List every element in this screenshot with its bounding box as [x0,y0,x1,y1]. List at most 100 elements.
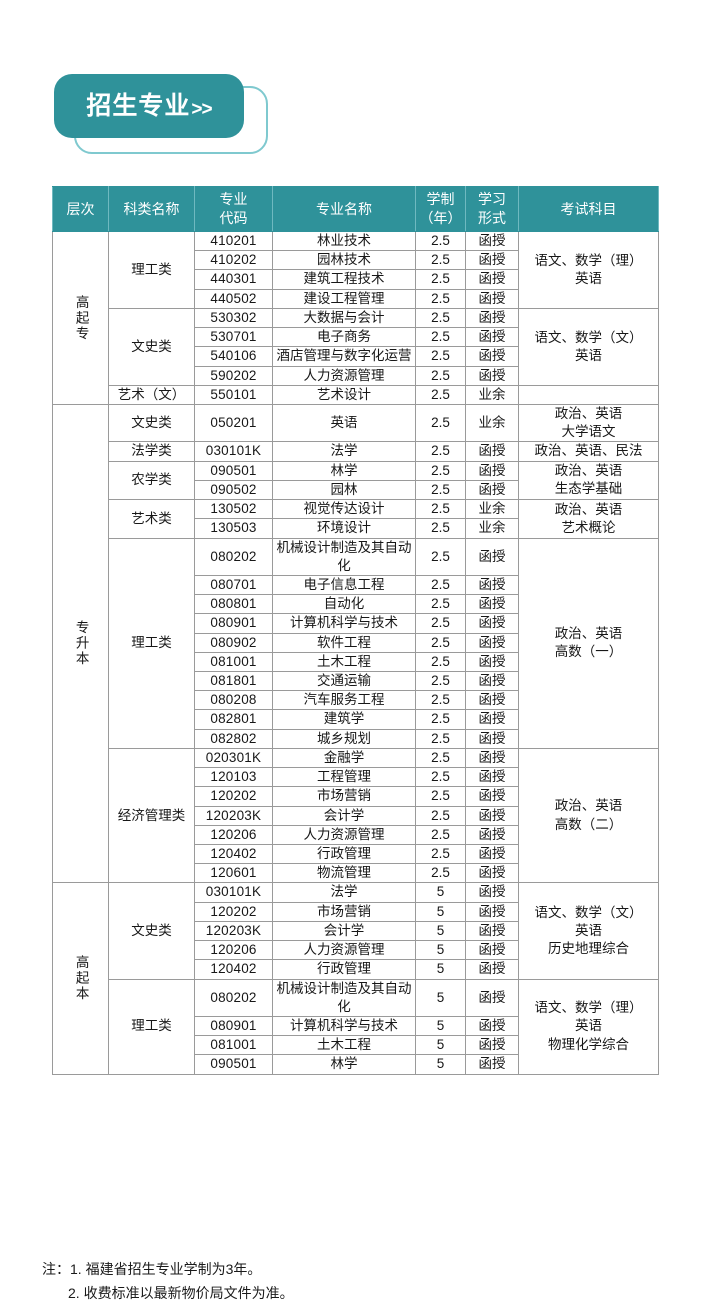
cell-major-code: 030101K [194,441,273,462]
cell-major-code: 080202 [194,537,273,576]
cell-years: 2.5 [415,346,466,367]
table-row: 120601 物流管理 2.5 函授 [53,863,659,884]
cell-years: 2.5 [415,805,466,826]
cell-exam-subjects: 语文、数学（文） 英语 历史地理综合 [518,882,659,980]
table-row: 120202 市场营销 2.5 函授 [53,786,659,807]
cell-category: 法学类 [108,441,195,462]
cell-years: 2.5 [415,327,466,348]
cell-major-code: 120203K [194,920,273,942]
cell-major-name: 园林 [272,479,416,501]
cell-study-form: 函授 [465,728,519,749]
table-header-row: 层次 科类名称 专业 代码 专业名称 学制 （年） 学习 形式 [52,186,659,232]
col-header-years: 学制 （年） [415,186,466,232]
section-banner: 招生专业 >> [52,72,282,158]
cell-major-name: 汽车服务工程 [272,690,416,711]
cell-years: 5 [415,920,466,942]
exam-subject-line: 英语 [575,270,602,286]
table-row: 081801 交通运输 2.5 函授 [53,671,659,692]
cell-study-form: 函授 [465,365,519,386]
cell-exam-subjects: 政治、英语 大学语文 [518,403,659,443]
cell-years: 2.5 [415,269,466,290]
cell-major-code: 130502 [194,499,273,520]
cell-years: 5 [415,1054,466,1075]
cell-study-form: 函授 [465,269,519,290]
cell-years: 2.5 [415,365,466,386]
cell-study-form: 函授 [465,460,519,481]
cell-major-name: 电子商务 [272,327,416,348]
cell-years: 2.5 [415,728,466,749]
table-head: 层次 科类名称 专业 代码 专业名称 学制 （年） 学习 形式 [52,186,659,232]
cell-years: 2.5 [415,786,466,807]
table-row: 120203K 会计学 5 函授 [53,920,659,942]
cell-years: 2.5 [415,632,466,653]
cell-major-name: 人力资源管理 [272,940,416,961]
table-row: 080901 计算机科学与技术 2.5 函授 [53,613,659,634]
cell-major-code: 090502 [194,479,273,501]
cell-major-name: 自动化 [272,594,416,615]
table-row: 080208 汽车服务工程 2.5 函授 [53,690,659,711]
exam-subject-line: 政治、英语 [554,501,623,517]
cell-exam-subjects: 政治、英语 艺术概论 [518,499,659,539]
table-row: 080902 软件工程 2.5 函授 [53,632,659,653]
cell-major-code: 080801 [194,594,273,615]
cell-study-form: 函授 [465,843,519,865]
table-row: 120202 市场营销 5 函授 [53,901,659,922]
table-row: 理工类 080202 机械设计制造及其自动化 5 函授 语文、数学（理） 英语 物理化学综合 [53,978,659,1075]
cell-major-code: 081801 [194,671,273,692]
col-header-category: 科类名称 [108,186,195,232]
cell-study-form: 函授 [465,651,519,673]
table-row: 530701 电子商务 2.5 函授 [53,327,659,348]
cell-years: 2.5 [415,747,466,769]
cell-major-name: 工程管理 [272,767,416,788]
cell-study-form: 函授 [465,250,519,271]
cell-study-form: 函授 [465,1035,519,1056]
cell-major-name: 林学 [272,1054,416,1075]
cell-major-code: 080901 [194,1015,273,1037]
cell-years: 2.5 [415,690,466,711]
cell-exam-subjects: 政治、英语 高数（二） [518,747,659,884]
cell-years: 2.5 [415,518,466,539]
note-line-2: 2. 收费标准以最新物价局文件为准。 [68,1284,294,1301]
cell-study-form: 函授 [465,594,519,615]
cell-major-name: 视觉传达设计 [272,499,416,520]
exam-subject-line: 高数（一） [554,644,623,660]
exam-subject-line: 语文、数学（理） [534,1000,643,1016]
col-header-years-line1: 学制 [426,191,455,208]
col-header-form-line1: 学习 [478,191,506,208]
cell-category: 艺术类 [108,499,195,539]
cell-major-code: 550101 [194,384,273,405]
majors-table-zone: 层次 科类名称 专业 代码 专业名称 学制 （年） 学习 形式 [52,186,659,1075]
cell-major-name: 行政管理 [272,843,416,865]
cell-study-form: 函授 [465,441,519,462]
cell-years: 2.5 [415,709,466,730]
col-header-code-line2: 代码 [219,210,248,226]
cell-study-form: 函授 [465,1015,519,1037]
table-row: 文史类 530302 大数据与会计 2.5 函授 语文、数学（文） 英语 [53,307,659,386]
cell-major-name: 交通运输 [272,671,416,692]
cell-category: 理工类 [108,978,195,1075]
cell-major-code: 082801 [194,709,273,730]
table-row: 120103 工程管理 2.5 函授 [53,767,659,788]
cell-level: 高起专 [52,231,109,405]
cell-category: 文史类 [108,307,195,386]
table-row: 590202 人力资源管理 2.5 函授 [53,365,659,386]
exam-subject-line: 生态学基础 [554,481,623,497]
banner-chip: 招生专业 >> [54,74,244,138]
cell-years: 2.5 [415,671,466,692]
notes-block: 注：1. 福建省招生专业学制为3年。 2. 收费标准以最新物价局文件为准。 [42,1258,642,1306]
cell-major-code: 130503 [194,518,273,539]
cell-years: 2.5 [415,230,466,252]
cell-major-name: 土木工程 [272,1035,416,1056]
cell-category: 艺术（文） [108,384,195,405]
cell-major-code: 530701 [194,327,273,348]
col-header-years-line2: （年） [419,210,462,226]
cell-major-name: 计算机科学与技术 [272,613,416,634]
cell-study-form: 函授 [465,767,519,788]
cell-major-code: 080208 [194,690,273,711]
table-row: 艺术类 130502 视觉传达设计 2.5 业余 政治、英语 艺术概论 [53,499,659,539]
col-header-major: 专业名称 [272,186,416,232]
cell-major-code: 080901 [194,613,273,634]
cell-major-name: 市场营销 [272,786,416,807]
cell-years: 2.5 [415,441,466,462]
